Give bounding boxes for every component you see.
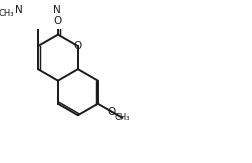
Text: N: N — [53, 5, 60, 15]
Text: CH₃: CH₃ — [0, 9, 14, 18]
Text: O: O — [107, 107, 116, 117]
Text: O: O — [74, 41, 82, 51]
Text: CH₃: CH₃ — [115, 113, 130, 122]
Text: O: O — [54, 15, 62, 26]
Text: N: N — [15, 5, 23, 15]
